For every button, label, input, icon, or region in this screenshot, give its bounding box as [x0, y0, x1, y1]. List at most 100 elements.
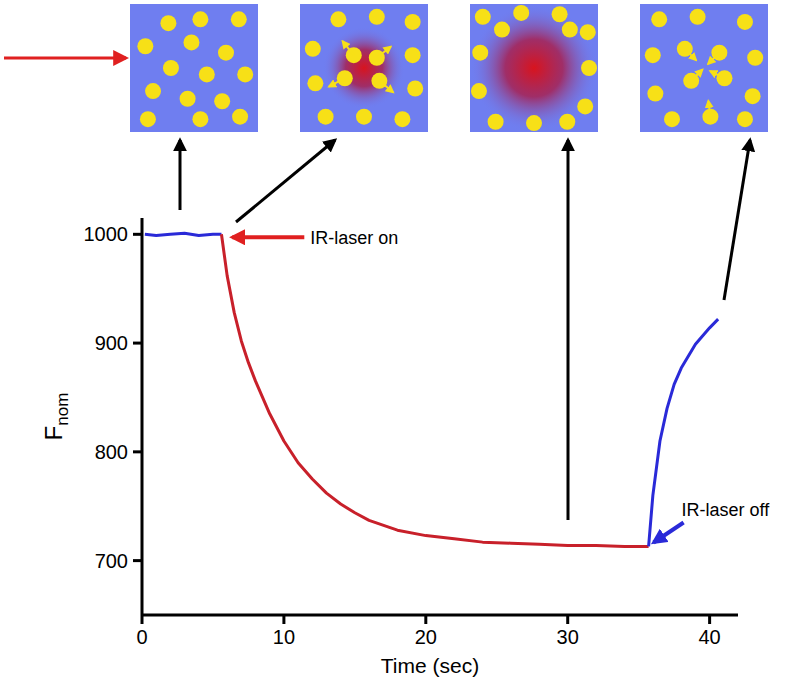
y-tick — [133, 342, 142, 345]
molecule — [562, 22, 578, 38]
molecule — [475, 9, 491, 25]
annotation-label: IR-laser on — [310, 228, 398, 248]
molecule — [690, 9, 706, 25]
molecule — [140, 111, 156, 127]
pointer-arrow — [724, 140, 750, 300]
motion-arrow — [379, 81, 393, 93]
x-axis-title: Time (sec) — [381, 654, 479, 677]
y-axis — [141, 218, 144, 615]
molecule — [737, 111, 753, 127]
x-tick-label: 0 — [136, 626, 147, 648]
molecule — [745, 88, 761, 104]
molecule — [163, 60, 179, 76]
molecule — [513, 5, 529, 21]
motion-arrow — [377, 47, 391, 58]
laser-arrow — [4, 57, 126, 60]
y-axis-title-subscript: nom — [53, 393, 72, 426]
molecule — [183, 34, 199, 50]
molecule — [356, 109, 372, 125]
molecule — [192, 111, 208, 127]
x-tick — [708, 615, 711, 624]
molecule — [581, 60, 597, 76]
molecule — [180, 91, 196, 107]
schematic-panel — [130, 4, 258, 132]
molecule — [747, 50, 763, 66]
molecule — [577, 98, 593, 114]
molecule — [494, 22, 510, 38]
y-axis-title: Fnom — [40, 393, 72, 441]
motion-arrow — [691, 69, 702, 80]
molecule — [580, 24, 596, 40]
x-tick — [566, 615, 569, 624]
molecule — [405, 47, 421, 63]
molecule — [232, 109, 248, 125]
plot-area — [145, 233, 718, 546]
heat-spot — [323, 27, 405, 109]
molecule — [305, 41, 321, 57]
x-tick — [141, 615, 144, 624]
y-tick — [133, 559, 142, 562]
panel-background — [130, 4, 258, 132]
motion-arrow — [708, 53, 719, 64]
motion-arrow — [685, 49, 696, 60]
motion-arrow — [329, 78, 345, 86]
motion-arrow — [710, 71, 724, 78]
y-tick — [133, 450, 142, 453]
panel-background — [300, 4, 428, 132]
molecule — [526, 115, 542, 131]
trace-line — [221, 234, 648, 546]
y-tick-label: 900 — [95, 332, 128, 354]
molecule — [394, 111, 410, 127]
molecule — [199, 66, 215, 82]
molecule — [218, 45, 234, 61]
x-axis — [142, 614, 738, 617]
x-tick — [282, 615, 285, 624]
molecule — [664, 111, 680, 127]
molecule — [307, 75, 323, 91]
trace-line — [145, 233, 222, 235]
motion-arrow — [343, 41, 354, 55]
panel-background — [470, 4, 598, 132]
molecule — [552, 6, 568, 22]
y-tick-label: 700 — [95, 550, 128, 572]
y-tick-label: 800 — [95, 441, 128, 463]
molecule — [214, 93, 230, 109]
molecule — [369, 9, 385, 25]
molecule — [647, 86, 663, 102]
molecule — [405, 14, 421, 30]
molecule — [237, 66, 253, 82]
molecule — [471, 83, 487, 99]
annotation-arrow — [232, 235, 304, 239]
motion-arrow — [708, 101, 710, 117]
annotation-label: IR-laser off — [682, 500, 771, 520]
schematic-panel — [300, 4, 428, 132]
pointer-arrow — [567, 140, 570, 520]
molecule — [231, 11, 247, 27]
heat-spot — [470, 4, 598, 132]
x-tick-label: 20 — [415, 626, 437, 648]
molecule — [192, 11, 208, 27]
y-tick-label: 1000 — [84, 223, 129, 245]
molecule — [645, 47, 661, 63]
x-tick-label: 10 — [273, 626, 295, 648]
molecule — [651, 11, 667, 27]
schematic-panel — [470, 4, 598, 132]
molecule — [318, 109, 334, 125]
x-tick-label: 30 — [557, 626, 579, 648]
panel-background — [640, 4, 768, 132]
x-tick — [424, 615, 427, 624]
molecule — [330, 11, 346, 27]
pointer-arrow — [179, 140, 182, 210]
molecule — [145, 83, 161, 99]
molecule — [407, 80, 423, 96]
schematic-panel — [640, 4, 768, 132]
y-tick — [133, 233, 142, 236]
molecule — [160, 15, 176, 31]
x-tick-label: 40 — [698, 626, 720, 648]
molecule — [737, 14, 753, 30]
y-axis-title-main: F — [40, 426, 67, 441]
chart: 700 800 900 1000 0 10 20 30 40 Time (sec) Fnom IR-l… — [0, 0, 808, 683]
pointer-arrow — [236, 140, 335, 222]
molecule — [559, 114, 575, 130]
molecule — [472, 45, 488, 61]
